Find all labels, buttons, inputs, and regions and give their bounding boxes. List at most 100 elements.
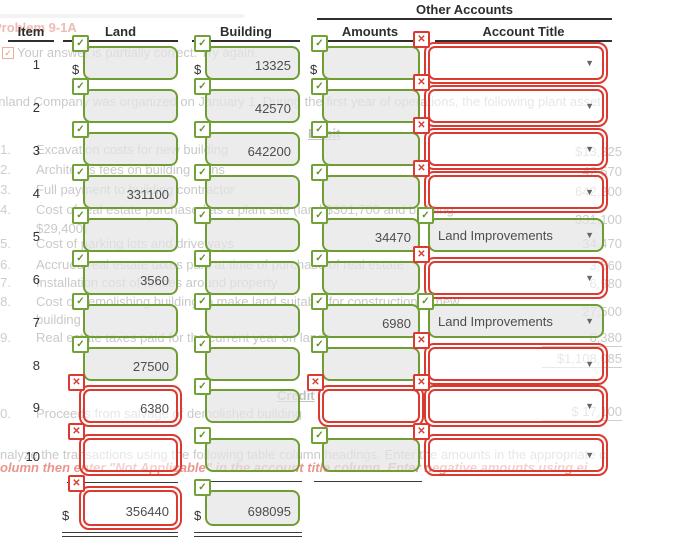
- row8-account-title-select[interactable]: ▼: [424, 343, 608, 385]
- row3-land-input[interactable]: [83, 132, 178, 166]
- row5-amounts-input-value: 34470: [374, 230, 411, 245]
- row-item-number: 10: [25, 449, 40, 464]
- row7-land-input[interactable]: [83, 304, 178, 338]
- row2-account-title-select[interactable]: ▼: [424, 85, 608, 127]
- row5-account-title-select-value: Land Improvements: [438, 228, 553, 243]
- row6-amounts-input[interactable]: [322, 261, 420, 295]
- incorrect-x-icon: ✕: [413, 160, 430, 177]
- row1-account-title-select-field[interactable]: ▼: [428, 46, 604, 80]
- row7-building-input[interactable]: [205, 304, 300, 338]
- total-building-input[interactable]: 698095: [205, 490, 300, 526]
- row5-account-title-select[interactable]: Land Improvements ▼: [428, 218, 604, 252]
- row3-amounts-input[interactable]: [322, 132, 420, 166]
- row4-land-input-value: 331100: [126, 187, 169, 202]
- row10-land-input-field[interactable]: [83, 438, 178, 472]
- row-item-number: 7: [32, 315, 40, 330]
- correct-check-icon: ✓: [72, 35, 89, 52]
- account-title-underline: [435, 40, 612, 42]
- building-underline: [192, 40, 300, 42]
- row3-account-title-select-field[interactable]: ▼: [428, 132, 604, 166]
- row1-amounts-input[interactable]: [322, 46, 420, 80]
- row9-land-input-field[interactable]: 6380: [83, 389, 178, 423]
- row9-account-title-select-field[interactable]: ▼: [428, 389, 604, 423]
- row10-land-input[interactable]: [79, 434, 182, 476]
- row10-building-input[interactable]: [205, 438, 300, 472]
- correct-check-icon: ✓: [311, 207, 328, 224]
- currency-symbol: $: [72, 62, 80, 77]
- row5-amounts-input[interactable]: 34470: [322, 218, 420, 252]
- problem-item-number: 8.: [0, 294, 11, 309]
- row4-land-input[interactable]: 331100: [83, 175, 178, 209]
- row2-land-input[interactable]: [83, 89, 178, 123]
- row6-account-title-select-field[interactable]: ▼: [428, 261, 604, 295]
- row1-account-title-select[interactable]: ▼: [424, 42, 608, 84]
- correct-check-icon: ✓: [311, 78, 328, 95]
- correct-check-icon: ✓: [417, 293, 434, 310]
- problem-item-text: building: [36, 312, 81, 327]
- row6-land-input[interactable]: 3560: [83, 261, 178, 295]
- correct-check-icon: ✓: [72, 121, 89, 138]
- row10-amounts-input[interactable]: [322, 438, 420, 472]
- correct-check-icon: ✓: [194, 479, 211, 496]
- col-header-account-title: Account Title: [482, 24, 565, 39]
- correct-check-icon: ✓: [311, 293, 328, 310]
- correct-check-icon: ✓: [72, 164, 89, 181]
- row6-account-title-select[interactable]: ▼: [424, 257, 608, 299]
- row4-building-input[interactable]: [205, 175, 300, 209]
- row-item-number: 1: [32, 57, 40, 72]
- row1-building-input[interactable]: 13325: [205, 46, 300, 80]
- row9-account-title-select[interactable]: ▼: [424, 385, 608, 427]
- row5-land-input[interactable]: [83, 218, 178, 252]
- row9-land-input[interactable]: 6380: [79, 385, 182, 427]
- building-double-underline: [194, 532, 302, 537]
- row-item-number: 4: [32, 186, 40, 201]
- incorrect-x-icon: ✕: [68, 374, 85, 391]
- dropdown-arrow-icon: ▼: [585, 273, 594, 283]
- incorrect-x-icon: ✕: [413, 332, 430, 349]
- row4-account-title-select[interactable]: ▼: [424, 171, 608, 213]
- row4-account-title-select-field[interactable]: ▼: [428, 175, 604, 209]
- dropdown-arrow-icon: ▼: [585, 359, 594, 369]
- total-land-input-value: 356440: [125, 504, 169, 519]
- row10-account-title-select-field[interactable]: ▼: [428, 438, 604, 472]
- incorrect-x-icon: ✕: [68, 423, 85, 440]
- row8-land-input-value: 27500: [132, 359, 169, 374]
- currency-symbol: $: [62, 508, 70, 523]
- row8-account-title-select-field[interactable]: ▼: [428, 347, 604, 381]
- row9-amounts-input-field[interactable]: [322, 389, 420, 423]
- col-header-item: Item: [17, 24, 45, 39]
- row2-building-input[interactable]: 42570: [205, 89, 300, 123]
- row3-account-title-select[interactable]: ▼: [424, 128, 608, 170]
- row9-building-input[interactable]: [205, 389, 300, 423]
- correct-check-icon: ✓: [194, 250, 211, 267]
- correct-check-icon: ✓: [194, 121, 211, 138]
- total-land-input-field[interactable]: 356440: [83, 490, 178, 526]
- row-item-number: 3: [32, 143, 40, 158]
- row4-amounts-input[interactable]: [322, 175, 420, 209]
- incorrect-x-icon: ✕: [307, 374, 324, 391]
- row2-account-title-select-field[interactable]: ▼: [428, 89, 604, 123]
- row-item-number: 6: [32, 272, 40, 287]
- dropdown-arrow-icon: ▼: [585, 144, 594, 154]
- total-building-input-value: 698095: [247, 504, 291, 519]
- row6-building-input[interactable]: [205, 261, 300, 295]
- zebra-band: [0, 14, 244, 18]
- row-item-number: 9: [32, 400, 40, 415]
- row3-building-input[interactable]: 642200: [205, 132, 300, 166]
- problem-title: Problem 9-1A: [0, 20, 77, 35]
- dropdown-arrow-icon: ▼: [585, 316, 594, 326]
- row8-amounts-input[interactable]: [322, 347, 420, 381]
- incorrect-x-icon: ✕: [68, 475, 85, 492]
- row8-building-input[interactable]: [205, 347, 300, 381]
- row9-amounts-input[interactable]: [318, 385, 424, 427]
- row10-account-title-select[interactable]: ▼: [424, 434, 608, 476]
- row2-amounts-input[interactable]: [322, 89, 420, 123]
- row8-land-input[interactable]: 27500: [83, 347, 178, 381]
- row5-building-input[interactable]: [205, 218, 300, 252]
- total-land-input[interactable]: 356440: [79, 486, 182, 530]
- row7-account-title-select[interactable]: Land Improvements ▼: [428, 304, 604, 338]
- other-accounts-header: Other Accounts: [415, 2, 514, 17]
- row7-amounts-input[interactable]: 6980: [322, 304, 420, 338]
- row1-land-input[interactable]: [83, 46, 178, 80]
- row7-amounts-input-value: 6980: [382, 316, 411, 331]
